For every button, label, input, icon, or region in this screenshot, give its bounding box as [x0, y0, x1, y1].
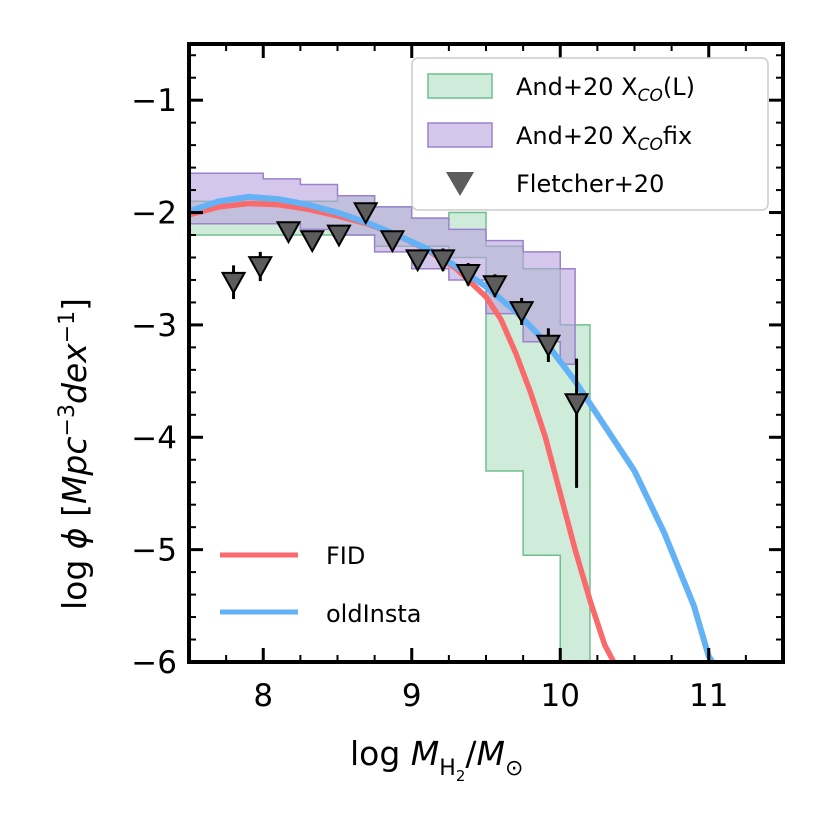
points-layer: [220, 202, 590, 488]
legend-label-and20-xco-l: And+20 XCO(L): [516, 73, 695, 106]
y-axis-label-log: log: [55, 549, 94, 610]
y-axis-label-exp1: −3: [55, 404, 80, 436]
x-tick-label: 10: [541, 678, 580, 714]
x-axis-label-sub: H: [439, 756, 456, 781]
fletcher20-point: [326, 224, 352, 248]
y-axis-label-exp2: −1: [55, 311, 80, 343]
x-tick-label: 9: [402, 678, 422, 714]
legend-label-sub: CO: [638, 86, 663, 106]
legend-label-and20-xco-fix: And+20 XCOfix: [516, 122, 692, 155]
fletcher20-point: [455, 263, 481, 287]
legend-label-fletcher20: Fletcher+20: [516, 170, 664, 198]
x-tick-label: 8: [253, 678, 273, 714]
y-tick-label: −3: [131, 308, 177, 344]
fletcher20-point: [563, 393, 590, 417]
fletcher20-point: [404, 249, 431, 273]
legend-swatch-and20-xco-fix: [427, 122, 493, 148]
fletcher20-point: [482, 275, 508, 299]
fletcher20-point: [220, 271, 247, 295]
y-tick-label: −6: [131, 645, 177, 681]
fletcher20-point: [299, 230, 325, 254]
legend-bands-points: And+20 XCO(L) And+20 XCOfix Fletcher+20: [411, 57, 769, 211]
legend-frame: [411, 57, 769, 211]
y-tick-label: −5: [131, 533, 177, 569]
legend-label-oldinsta: oldInsta: [326, 600, 422, 628]
legend-label-sub: CO: [638, 135, 663, 155]
fletcher20-point: [430, 249, 456, 273]
x-axis-label-m2: M: [477, 734, 505, 773]
lines-layer: [189, 193, 717, 662]
y-axis-label: log ϕ [Mpc−3dex−1]: [55, 298, 94, 610]
fletcher20-point: [535, 334, 562, 358]
legend-label-main: And+20 X: [516, 122, 638, 150]
legend-swatch-and20-xco-l: [427, 73, 493, 99]
fletcher20-point: [275, 221, 302, 245]
x-axis-label-m: M: [411, 734, 439, 773]
plot-frame: [187, 42, 785, 664]
x-axis-label-log: log: [350, 734, 411, 773]
y-tick-label: −4: [131, 420, 177, 456]
x-axis-label-sub2: 2: [456, 767, 466, 785]
x-axis-label-sun: ⊙: [505, 756, 523, 781]
y-axis-label-mpc: Mpc: [55, 436, 94, 504]
legend-label-fid: FID: [326, 542, 365, 570]
y-axis-label-close: ]: [55, 298, 94, 311]
legend-marker-fletcher20: [446, 172, 474, 196]
y-axis-label-phi: ϕ: [55, 527, 94, 549]
fletcher20-point: [353, 202, 379, 226]
y-axis-label-bracket: [: [55, 504, 94, 527]
legend-label-tail: fix: [663, 122, 692, 150]
legend-label-main: And+20 X: [516, 73, 638, 101]
y-tick-label: −1: [131, 83, 177, 119]
fletcher20-point: [247, 256, 273, 279]
series-line-oldinsta: [189, 193, 717, 662]
y-axis-label-dex: dex: [55, 343, 94, 404]
fletcher20-point: [508, 301, 535, 324]
x-tick-label: 11: [689, 678, 728, 714]
x-axis-label: log MH2/M⊙: [350, 734, 523, 785]
y-tick-label: −2: [131, 196, 177, 232]
fletcher20-point: [379, 230, 406, 254]
legend-label-tail: (L): [663, 73, 695, 101]
x-axis-label-slash: /: [465, 734, 477, 773]
legend-lines: FID oldInsta: [220, 542, 422, 628]
